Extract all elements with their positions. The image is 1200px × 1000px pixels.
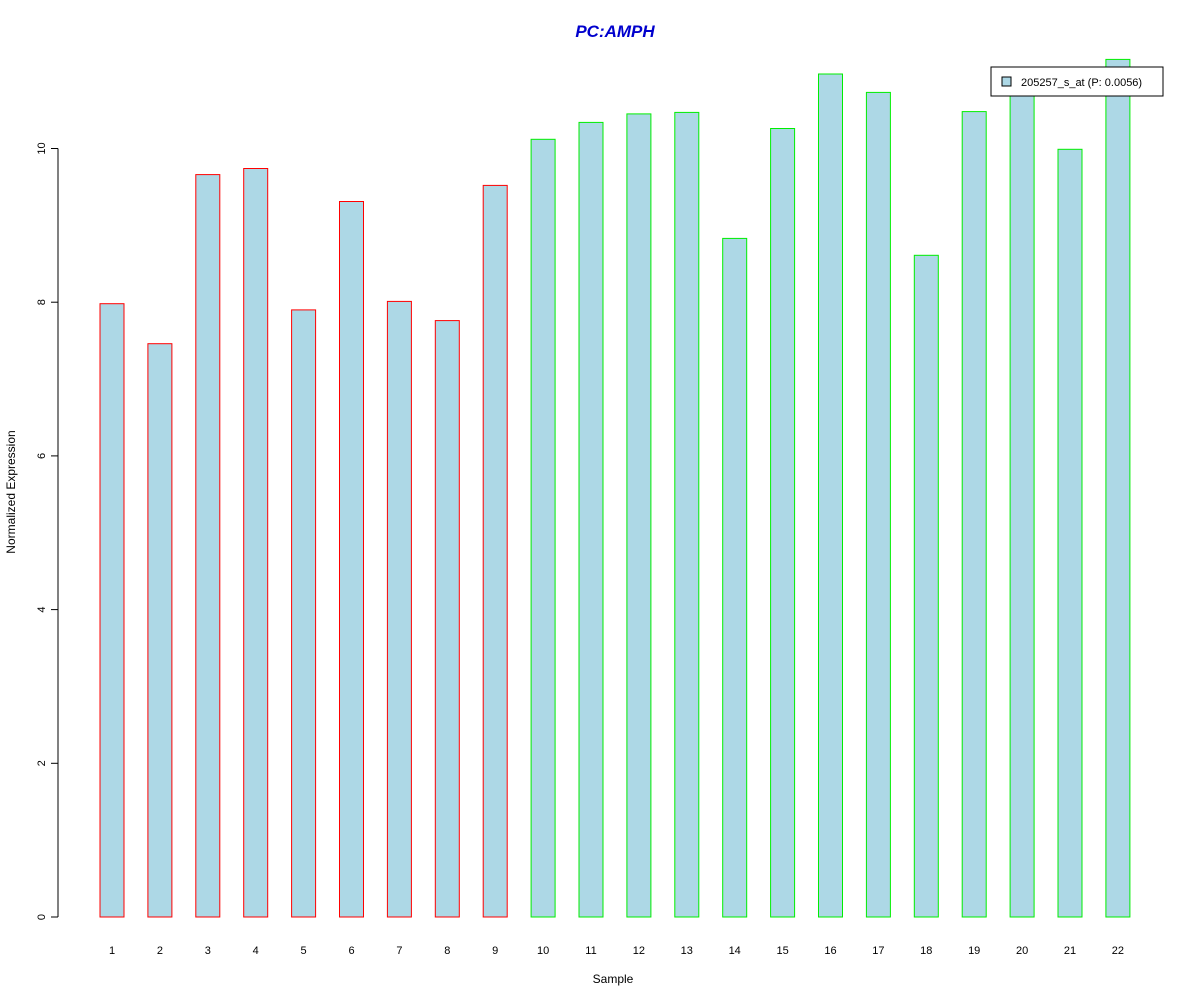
bar-sample-18 — [913, 254, 939, 918]
x-tick-label: 5 — [301, 945, 307, 957]
legend-label: 205257_s_at (P: 0.0056) — [1021, 77, 1142, 89]
x-tick-label: 12 — [633, 945, 645, 957]
x-tick-label: 6 — [348, 945, 354, 957]
y-tick-label: 6 — [36, 453, 48, 459]
x-tick-label: 19 — [968, 945, 980, 957]
x-tick-label: 15 — [776, 945, 788, 957]
bar-sample-22 — [1105, 58, 1131, 918]
chart-title: PC:AMPH — [575, 22, 655, 41]
bar-sample-15 — [770, 128, 796, 918]
x-axis-title: Sample — [593, 972, 634, 986]
bar-sample-19 — [961, 111, 987, 918]
x-tick-label: 16 — [824, 945, 836, 957]
x-tick-label: 2 — [157, 945, 163, 957]
x-tick-label: 8 — [444, 945, 450, 957]
bar-sample-1 — [99, 303, 125, 918]
y-tick-label: 10 — [36, 142, 48, 154]
x-tick-label: 14 — [729, 945, 741, 957]
x-tick-label: 20 — [1016, 945, 1028, 957]
y-axis: 0 2 4 6 8 10 — [36, 142, 59, 920]
y-tick-label: 4 — [36, 607, 48, 613]
bar-sample-7 — [386, 300, 412, 918]
x-tick-label: 9 — [492, 945, 498, 957]
bar-sample-5 — [291, 309, 317, 918]
x-tick-label: 1 — [109, 945, 115, 957]
x-tick-label: 13 — [681, 945, 693, 957]
x-tick-label: 4 — [253, 945, 259, 957]
y-tick-label: 0 — [36, 914, 48, 920]
bars-group — [99, 58, 1131, 918]
y-tick-label: 2 — [36, 760, 48, 766]
legend-swatch — [1001, 76, 1012, 87]
x-tick-label: 10 — [537, 945, 549, 957]
y-axis-title: Normalized Expression — [4, 430, 18, 553]
x-tick-labels: 1 2 3 4 5 6 7 8 9 10 11 12 13 14 15 16 17 18 19 20 21 22 — [109, 945, 1124, 957]
x-tick-label: 18 — [920, 945, 932, 957]
bar-sample-17 — [865, 91, 891, 918]
bar-sample-13 — [674, 111, 700, 918]
x-tick-label: 17 — [872, 945, 884, 957]
x-tick-label: 22 — [1112, 945, 1124, 957]
x-tick-label: 3 — [205, 945, 211, 957]
x-tick-label: 7 — [396, 945, 402, 957]
bar-sample-2 — [147, 343, 173, 918]
bar-sample-10 — [530, 138, 556, 918]
bar-sample-9 — [482, 184, 508, 918]
y-tick-label: 8 — [36, 299, 48, 305]
bar-sample-8 — [434, 320, 460, 918]
bar-sample-6 — [339, 201, 364, 918]
legend-box — [990, 66, 1164, 97]
bar-sample-21 — [1057, 148, 1083, 918]
x-tick-label: 21 — [1064, 945, 1076, 957]
bar-sample-14 — [722, 237, 748, 918]
bar-sample-11 — [578, 121, 604, 918]
bar-sample-20 — [1009, 89, 1035, 918]
bar-sample-16 — [818, 73, 843, 918]
legend: 205257_s_at (P: 0.0056) — [990, 66, 1164, 97]
bar-sample-3 — [195, 174, 221, 918]
bar-sample-4 — [243, 168, 269, 918]
bar-sample-12 — [626, 113, 652, 918]
x-tick-label: 11 — [585, 945, 596, 957]
